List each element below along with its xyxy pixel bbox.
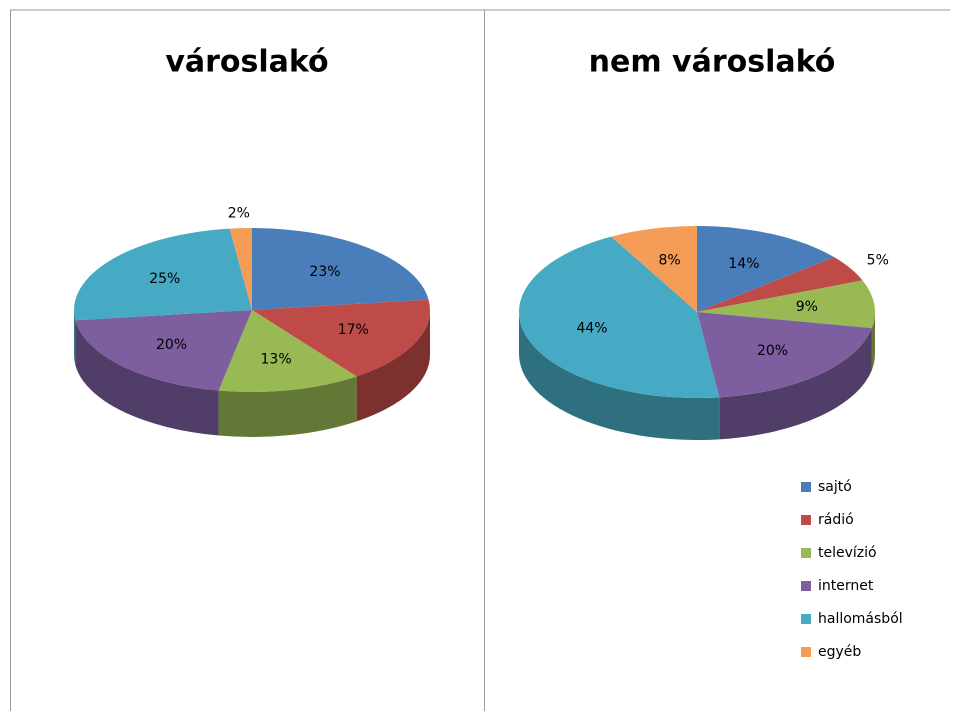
slice xyxy=(697,226,835,312)
data-label: 9% xyxy=(796,299,818,315)
data-label: 5% xyxy=(867,252,889,268)
data-label: 23% xyxy=(309,264,340,280)
data-label: 2% xyxy=(228,205,250,221)
slice xyxy=(252,299,430,377)
slice xyxy=(611,226,697,312)
data-label: 17% xyxy=(338,322,369,338)
slice xyxy=(74,228,253,321)
legend-swatch xyxy=(801,581,811,591)
slice xyxy=(697,280,875,329)
legend-label: hallomásból xyxy=(818,611,903,627)
chart-title: nem városlakó xyxy=(589,45,836,80)
slice xyxy=(75,310,252,391)
slice-side xyxy=(74,310,76,366)
legend-swatch xyxy=(801,515,811,525)
slice-side xyxy=(871,312,875,371)
slice xyxy=(229,228,252,310)
data-label: 44% xyxy=(576,320,607,336)
slice-side xyxy=(719,328,872,440)
data-label: 20% xyxy=(757,343,788,359)
slice xyxy=(697,312,872,398)
slice-side xyxy=(75,320,219,436)
slice xyxy=(518,236,720,399)
legend-label: internet xyxy=(818,578,874,594)
chart-title: városlakó xyxy=(165,45,328,80)
data-label: 20% xyxy=(156,337,187,353)
legend-swatch xyxy=(801,647,811,657)
legend-swatch xyxy=(801,548,811,558)
legend-label: rádió xyxy=(818,512,854,528)
data-label: 14% xyxy=(728,256,759,272)
slice xyxy=(252,228,429,310)
data-label: 25% xyxy=(149,271,180,287)
data-label: 13% xyxy=(261,352,292,368)
legend-label: televízió xyxy=(818,545,877,561)
data-label: 8% xyxy=(658,252,680,268)
slice xyxy=(697,257,863,312)
slice-side xyxy=(218,376,357,437)
slice-side xyxy=(356,310,430,422)
slice-side xyxy=(519,312,720,440)
legend-swatch xyxy=(801,482,811,492)
legend-swatch xyxy=(801,614,811,624)
legend-label: sajtó xyxy=(818,479,852,495)
legend-label: egyéb xyxy=(818,644,861,660)
slice xyxy=(218,310,357,392)
